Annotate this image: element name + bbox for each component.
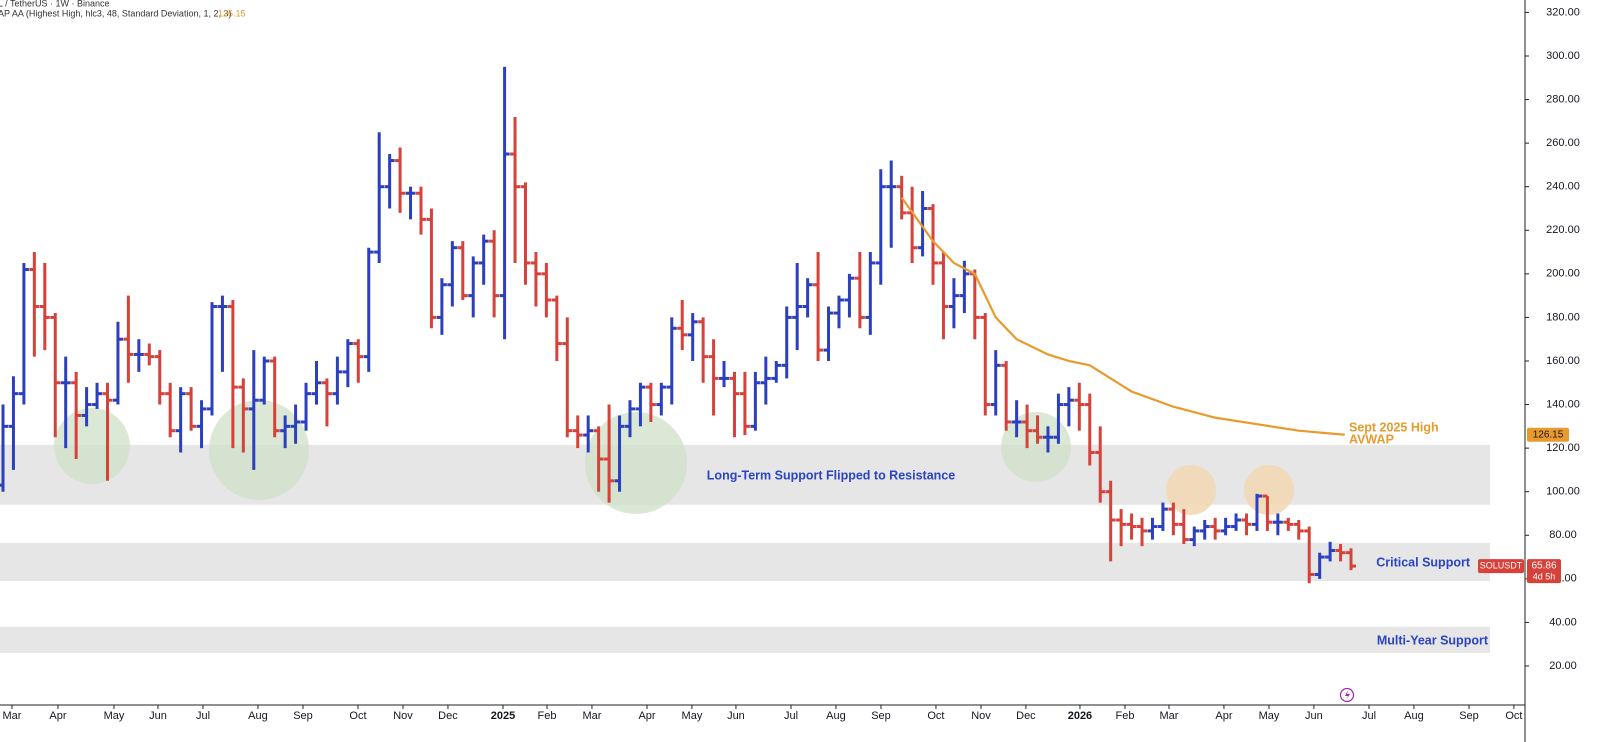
x-tick-label: Mar (582, 710, 601, 722)
x-tick-label: Apr (49, 710, 66, 722)
axes: 20.0040.0060.0080.00100.00120.00140.0016… (3, 6, 1580, 722)
symbol-tag-bg (1478, 559, 1524, 574)
x-tick-label: Sep (1459, 710, 1479, 722)
x-tick-label: Jun (727, 710, 745, 722)
y-tick-label: 300.00 (1546, 50, 1580, 62)
green-circle (209, 400, 309, 500)
x-tick-label: Jun (149, 710, 167, 722)
y-tick-label: 160.00 (1546, 355, 1580, 367)
y-tick-label: 200.00 (1546, 268, 1580, 280)
x-tick-label: Oct (927, 710, 944, 722)
zone-label: Critical Support (1376, 555, 1471, 569)
y-tick-label: 240.00 (1546, 181, 1580, 193)
x-tick-label: Feb (1116, 710, 1135, 722)
x-tick-label: Jun (1305, 710, 1323, 722)
avwap-tag-bg (1527, 427, 1569, 442)
x-tick-label: Jul (196, 710, 210, 722)
x-tick-label: May (104, 710, 125, 722)
x-tick-label: 2025 (491, 710, 515, 722)
x-tick-label: Aug (826, 710, 846, 722)
zone (0, 542, 1490, 582)
y-tick-label: 40.00 (1549, 616, 1577, 628)
y-tick-label: 180.00 (1546, 311, 1580, 323)
y-tick-label: 280.00 (1546, 93, 1580, 105)
lightning-glyph (1345, 690, 1350, 700)
y-tick-label: 80.00 (1549, 529, 1577, 541)
y-tick-label: 220.00 (1546, 224, 1580, 236)
x-tick-label: Oct (1505, 710, 1522, 722)
indicator-header: AP AA (Highest High, hlc3, 48, Standard … (0, 8, 231, 18)
x-tick-label: Nov (393, 710, 413, 722)
avwap-label: AVWAP (1349, 432, 1394, 446)
x-tick-label: Mar (3, 710, 22, 722)
green-circle (1001, 412, 1071, 482)
x-tick-label: Jul (784, 710, 798, 722)
zone (0, 626, 1490, 653)
green-circle (54, 408, 130, 484)
x-tick-label: Aug (1404, 710, 1424, 722)
x-tick-label: Jul (1362, 710, 1376, 722)
price-tag-bg (1527, 559, 1561, 584)
x-tick-label: Apr (1215, 710, 1232, 722)
orange-circle (1166, 465, 1216, 515)
y-tick-label: 120.00 (1546, 442, 1580, 454)
x-tick-label: Dec (438, 710, 458, 722)
x-tick-label: Sep (871, 710, 891, 722)
avwap-label: Sept 2025 High (1349, 420, 1439, 434)
y-tick-label: 260.00 (1546, 137, 1580, 149)
price-tag: 65.86 (1531, 561, 1556, 572)
symbol-header: L / TetherUS · 1W · Binance (0, 0, 110, 8)
x-tick-label: Oct (349, 710, 366, 722)
x-tick-label: May (1259, 710, 1280, 722)
x-tick-label: Nov (971, 710, 991, 722)
x-tick-label: Aug (248, 710, 268, 722)
x-tick-label: Dec (1016, 710, 1036, 722)
plot (0, 66, 1357, 584)
x-tick-label: Mar (1160, 710, 1179, 722)
indicator-value: 126.15 (218, 8, 246, 18)
orange-circle (1244, 465, 1294, 515)
y-tick-label: 20.00 (1549, 660, 1577, 672)
green-circle (585, 412, 687, 514)
x-tick-label: Feb (538, 710, 557, 722)
zone-label: Multi-Year Support (1377, 633, 1489, 647)
avwap-line (900, 196, 1345, 436)
y-tick-label: 100.00 (1546, 486, 1580, 498)
countdown: 4d 5h (1533, 571, 1556, 581)
x-tick-label: 2026 (1068, 710, 1092, 722)
lightning-icon[interactable] (1339, 687, 1355, 703)
x-tick-label: Sep (293, 710, 313, 722)
x-tick-label: May (682, 710, 703, 722)
avwap-tag: 126.15 (1533, 429, 1564, 440)
zone-label: Long-Term Support Flipped to Resistance (707, 468, 955, 482)
x-tick-label: Apr (638, 710, 655, 722)
symbol-tag: SOLUSDT (1480, 560, 1523, 570)
y-tick-label: 320.00 (1546, 6, 1580, 18)
y-tick-label: 140.00 (1546, 398, 1580, 410)
